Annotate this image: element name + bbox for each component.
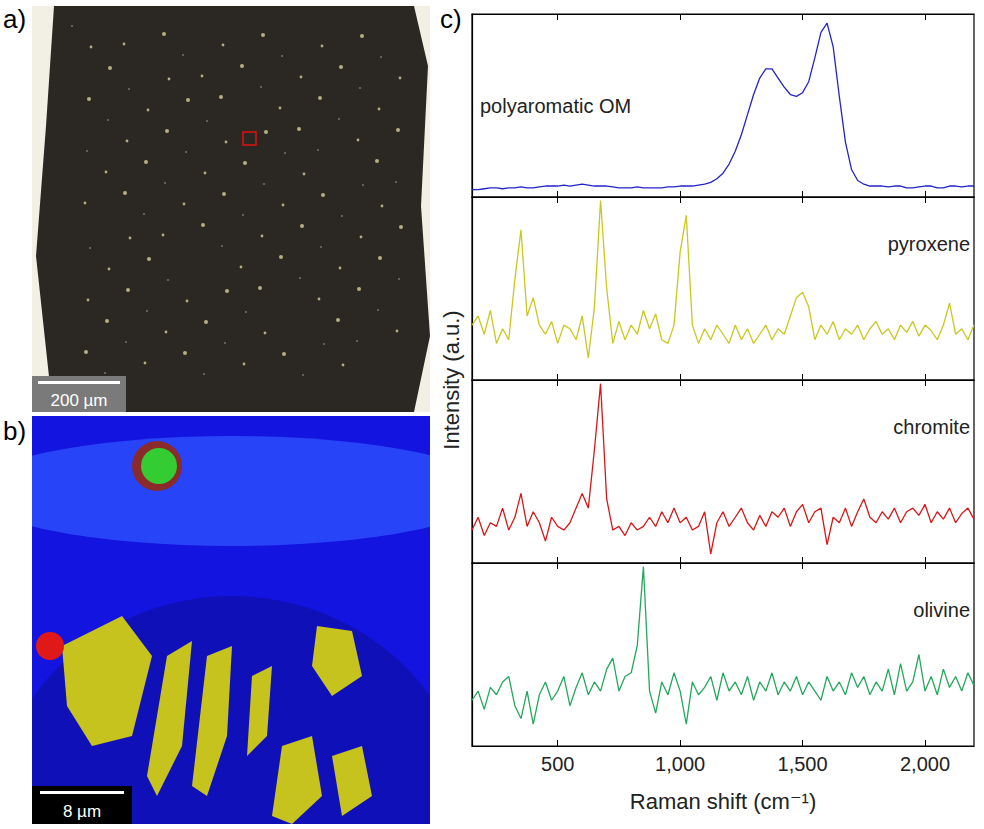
svg-text:1,000: 1,000 <box>655 753 705 775</box>
svg-text:olivine: olivine <box>913 599 970 621</box>
svg-text:chromite: chromite <box>893 416 970 438</box>
svg-text:1,500: 1,500 <box>778 753 828 775</box>
html-text:a): a) <box>3 4 27 34</box>
svg-text:500: 500 <box>541 753 574 775</box>
svg-text:8 µm: 8 µm <box>63 802 101 821</box>
svg-text:200 µm: 200 µm <box>50 391 107 410</box>
html-text:b): b) <box>3 416 27 446</box>
html-text:c): c) <box>440 4 462 34</box>
svg-text:polyaromatic OM: polyaromatic OM <box>480 95 631 117</box>
html-text:Intensity (a.u.): Intensity (a.u.) <box>439 310 464 450</box>
svg-text:2,000: 2,000 <box>900 753 950 775</box>
svg-text:pyroxene: pyroxene <box>888 233 970 255</box>
svg-text:Raman shift (cm⁻¹): Raman shift (cm⁻¹) <box>630 789 816 814</box>
